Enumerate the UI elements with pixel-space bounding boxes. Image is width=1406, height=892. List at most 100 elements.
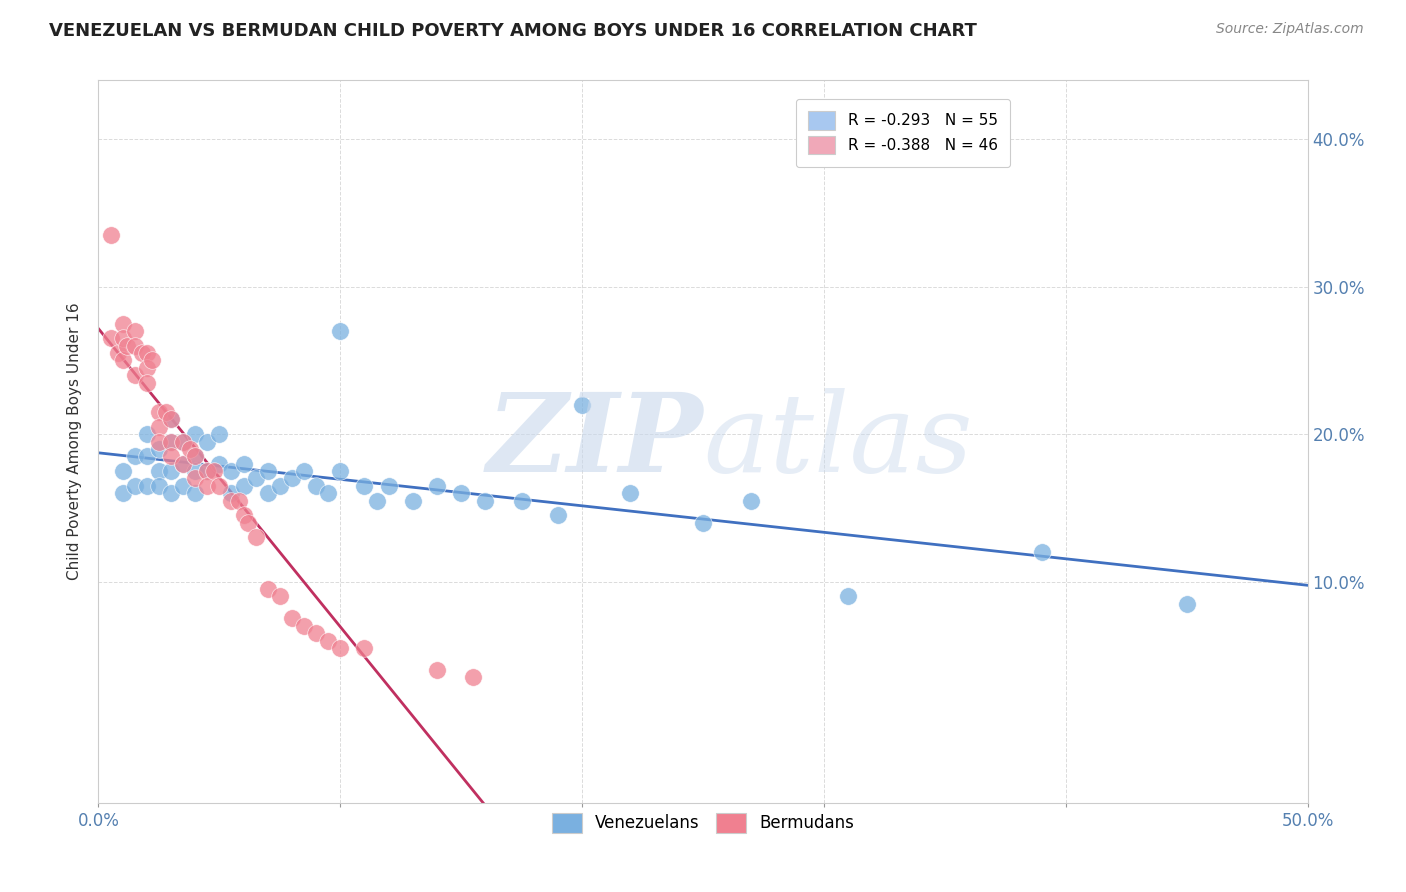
Point — [366, 493, 388, 508]
Point — [135, 479, 157, 493]
Point — [208, 457, 231, 471]
Point — [148, 442, 170, 456]
Point — [329, 464, 352, 478]
Point — [195, 434, 218, 449]
Point — [204, 464, 226, 478]
Point — [111, 486, 134, 500]
Point — [221, 464, 243, 478]
Point — [195, 479, 218, 493]
Point — [148, 434, 170, 449]
Point — [184, 450, 207, 464]
Point — [100, 228, 122, 243]
Point — [117, 339, 139, 353]
Point — [329, 640, 352, 655]
Point — [135, 376, 157, 390]
Point — [353, 479, 375, 493]
Point — [111, 353, 134, 368]
Point — [111, 331, 134, 345]
Point — [160, 412, 183, 426]
Point — [135, 427, 157, 442]
Point — [292, 619, 315, 633]
Point — [228, 493, 250, 508]
Point — [221, 493, 243, 508]
Legend: Venezuelans, Bermudans: Venezuelans, Bermudans — [543, 805, 863, 841]
Point — [135, 360, 157, 375]
Point — [172, 479, 194, 493]
Point — [1031, 545, 1053, 559]
Point — [256, 464, 278, 478]
Point — [571, 398, 593, 412]
Point — [281, 471, 304, 485]
Point — [124, 339, 146, 353]
Point — [450, 486, 472, 500]
Point — [148, 419, 170, 434]
Point — [172, 457, 194, 471]
Point — [111, 464, 134, 478]
Point — [245, 471, 267, 485]
Point — [232, 508, 254, 523]
Point — [148, 405, 170, 419]
Point — [195, 464, 218, 478]
Point — [124, 479, 146, 493]
Point — [195, 464, 218, 478]
Point — [692, 516, 714, 530]
Point — [160, 434, 183, 449]
Point — [135, 346, 157, 360]
Y-axis label: Child Poverty Among Boys Under 16: Child Poverty Among Boys Under 16 — [67, 302, 83, 581]
Point — [172, 457, 194, 471]
Point — [316, 486, 339, 500]
Point — [305, 479, 328, 493]
Point — [245, 530, 267, 544]
Point — [148, 464, 170, 478]
Point — [184, 486, 207, 500]
Point — [619, 486, 641, 500]
Point — [184, 427, 207, 442]
Point — [184, 471, 207, 485]
Text: atlas: atlas — [703, 388, 973, 495]
Point — [1175, 597, 1198, 611]
Point — [426, 479, 449, 493]
Point — [232, 479, 254, 493]
Text: VENEZUELAN VS BERMUDAN CHILD POVERTY AMONG BOYS UNDER 16 CORRELATION CHART: VENEZUELAN VS BERMUDAN CHILD POVERTY AMO… — [49, 22, 977, 40]
Point — [179, 442, 201, 456]
Point — [184, 464, 207, 478]
Point — [256, 582, 278, 596]
Point — [281, 611, 304, 625]
Point — [172, 434, 194, 449]
Point — [547, 508, 569, 523]
Point — [329, 324, 352, 338]
Point — [426, 663, 449, 677]
Point — [148, 479, 170, 493]
Point — [353, 640, 375, 655]
Point — [160, 412, 183, 426]
Point — [160, 450, 183, 464]
Point — [402, 493, 425, 508]
Text: Source: ZipAtlas.com: Source: ZipAtlas.com — [1216, 22, 1364, 37]
Text: ZIP: ZIP — [486, 388, 703, 495]
Point — [474, 493, 496, 508]
Point — [232, 457, 254, 471]
Point — [238, 516, 260, 530]
Point — [160, 464, 183, 478]
Point — [269, 590, 291, 604]
Point — [160, 434, 183, 449]
Point — [100, 331, 122, 345]
Point — [131, 346, 153, 360]
Point — [208, 479, 231, 493]
Point — [837, 590, 859, 604]
Point — [208, 427, 231, 442]
Point — [740, 493, 762, 508]
Point — [141, 353, 163, 368]
Point — [221, 486, 243, 500]
Point — [135, 450, 157, 464]
Point — [124, 450, 146, 464]
Point — [316, 633, 339, 648]
Point — [160, 486, 183, 500]
Point — [172, 434, 194, 449]
Point — [305, 626, 328, 640]
Point — [124, 368, 146, 383]
Point — [377, 479, 399, 493]
Point — [184, 450, 207, 464]
Point — [510, 493, 533, 508]
Point — [111, 317, 134, 331]
